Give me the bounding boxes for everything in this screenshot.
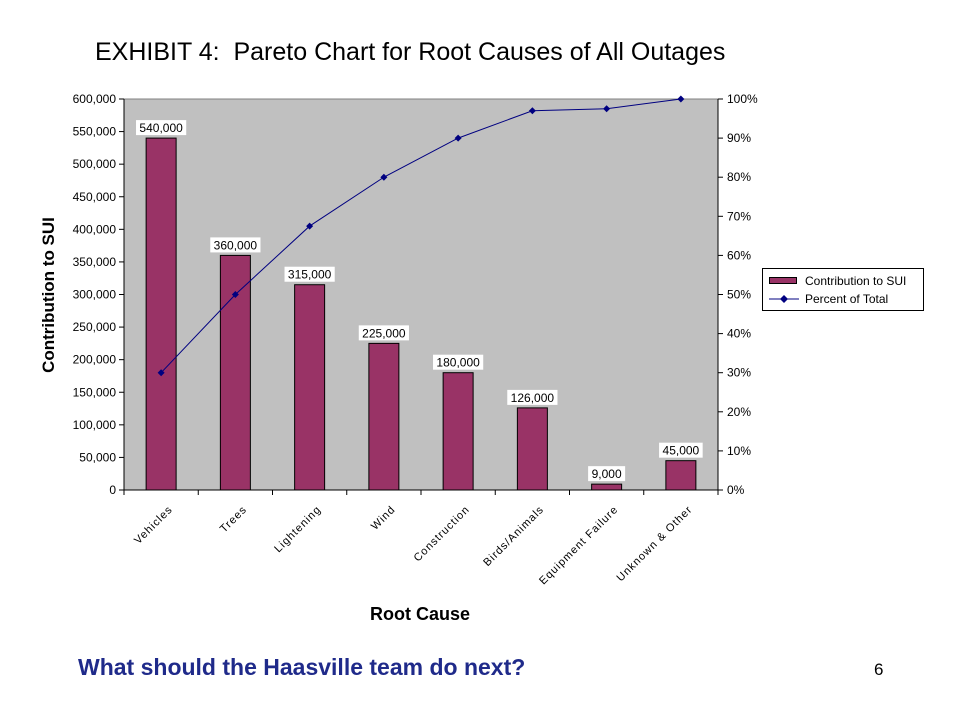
bar-lightening [294, 284, 326, 491]
y2-tick-label: 10% [727, 444, 751, 458]
y2-tick-label: 0% [727, 483, 745, 497]
data-label-background [507, 389, 558, 405]
x-tick-label: Unknown & Other [615, 504, 695, 584]
bar-data-label: 540,000 [139, 121, 183, 135]
x-tick-label: Vehicles [132, 504, 175, 547]
x-tick-label: Trees [218, 504, 250, 536]
bar-data-label: 315,000 [288, 268, 332, 282]
chart-legend: Contribution to SUI Percent of Total [762, 268, 924, 311]
y-axis-title: Contribution to SUI [39, 217, 58, 373]
y-tick-label: 400,000 [73, 222, 117, 236]
bar-data-label: 126,000 [511, 391, 555, 405]
data-label-background [136, 120, 187, 136]
percent-point-marker [528, 107, 536, 115]
bar-data-label: 9,000 [592, 467, 622, 481]
data-label-background [588, 466, 626, 482]
y2-tick-label: 40% [727, 327, 751, 341]
data-label-background [659, 442, 703, 458]
y2-tick-label: 80% [727, 170, 751, 184]
y-tick-label: 50,000 [79, 450, 116, 464]
bar-unknown-other [665, 460, 697, 491]
y-tick-label: 500,000 [73, 157, 117, 171]
y2-tick-label: 90% [727, 131, 751, 145]
chart-title: EXHIBIT 4: Pareto Chart for Root Causes … [95, 38, 726, 66]
y-tick-label: 550,000 [73, 125, 117, 139]
percent-point-marker [380, 173, 388, 181]
bar-data-label: 180,000 [436, 356, 480, 370]
y-tick-label: 250,000 [73, 320, 117, 334]
y-tick-label: 150,000 [73, 385, 117, 399]
y-tick-label: 450,000 [73, 190, 117, 204]
question-text: What should the Haasville team do next? [78, 654, 526, 680]
percent-point-marker [677, 95, 685, 103]
bar-trees [219, 254, 251, 491]
percent-of-total-line [160, 98, 681, 374]
bar-data-label: 45,000 [663, 444, 700, 458]
data-label-background [284, 266, 335, 282]
y-tick-label: 100,000 [73, 418, 117, 432]
data-label-background [433, 354, 484, 370]
percent-point-marker [157, 369, 165, 377]
x-tick-label: Equipment Failure [537, 504, 621, 588]
data-label-background [210, 237, 261, 253]
x-tick-label: Birds/Animals [481, 504, 546, 569]
legend-label-line: Percent of Total [805, 292, 889, 306]
data-label-background [358, 325, 409, 341]
percent-point-marker [454, 134, 462, 142]
y2-tick-label: 30% [727, 366, 751, 380]
bar-data-label: 225,000 [362, 326, 406, 340]
y-tick-label: 0 [109, 483, 116, 497]
y-tick-label: 200,000 [73, 353, 117, 367]
y2-tick-label: 60% [727, 248, 751, 262]
bar-construction [442, 372, 474, 491]
y2-tick-label: 50% [727, 288, 751, 302]
y-tick-label: 350,000 [73, 255, 117, 269]
y2-tick-label: 20% [727, 405, 751, 419]
percent-point-marker [603, 105, 611, 113]
x-tick-label: Lightening [272, 504, 323, 555]
page-number: 6 [874, 660, 884, 679]
legend-line-marker-icon [769, 295, 799, 303]
legend-label-bars: Contribution to SUI [805, 274, 907, 288]
bar-wind [368, 342, 400, 491]
y2-tick-label: 100% [727, 92, 758, 106]
bar-equipment-failure [591, 483, 623, 491]
percent-point-marker [306, 222, 314, 230]
bar-data-label: 360,000 [214, 238, 258, 252]
y-tick-label: 300,000 [73, 288, 117, 302]
bar-birds-animals [516, 407, 548, 491]
legend-bar-swatch [769, 277, 797, 284]
percent-point-marker [231, 291, 239, 298]
bar-vehicles [145, 137, 177, 491]
plot-area: 0 50,000 100,000 150,000 200,000 250,000 300,0… [39, 92, 758, 624]
x-tick-label: Wind [369, 504, 398, 533]
x-axis-title: Root Cause [370, 604, 470, 624]
y2-tick-label: 70% [727, 209, 751, 223]
y-tick-label: 600,000 [73, 92, 117, 106]
x-tick-label: Construction [412, 504, 473, 565]
